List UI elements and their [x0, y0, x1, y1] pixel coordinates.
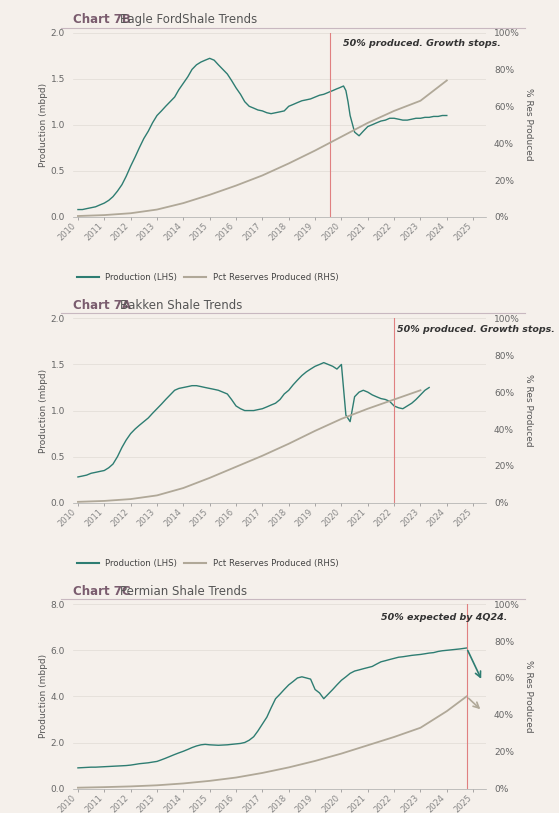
Text: Bakken Shale Trends: Bakken Shale Trends: [120, 299, 243, 312]
Y-axis label: % Res Produced: % Res Produced: [524, 89, 533, 161]
Text: Eagle FordShale Trends: Eagle FordShale Trends: [120, 13, 258, 26]
Y-axis label: % Res Produced: % Res Produced: [524, 660, 533, 733]
Text: Chart 7A: Chart 7A: [73, 299, 131, 312]
Text: 50% produced. Growth stops.: 50% produced. Growth stops.: [343, 39, 501, 48]
Legend: Production (LHS), Pct Reserves Produced (RHS): Production (LHS), Pct Reserves Produced …: [77, 273, 338, 282]
Y-axis label: Production (mbpd): Production (mbpd): [39, 654, 48, 738]
Text: Chart 7B: Chart 7B: [73, 13, 131, 26]
Text: Permian Shale Trends: Permian Shale Trends: [120, 585, 247, 598]
Y-axis label: Production (mbpd): Production (mbpd): [39, 83, 48, 167]
Text: 50% produced. Growth stops.: 50% produced. Growth stops.: [397, 325, 555, 334]
Legend: Production (LHS), Pct Reserves Produced (RHS): Production (LHS), Pct Reserves Produced …: [77, 559, 338, 567]
Text: 50% expected by 4Q24.: 50% expected by 4Q24.: [381, 614, 508, 623]
Text: Chart 7C: Chart 7C: [73, 585, 130, 598]
Y-axis label: % Res Produced: % Res Produced: [524, 374, 533, 447]
Y-axis label: Production (mbpd): Production (mbpd): [39, 368, 48, 453]
